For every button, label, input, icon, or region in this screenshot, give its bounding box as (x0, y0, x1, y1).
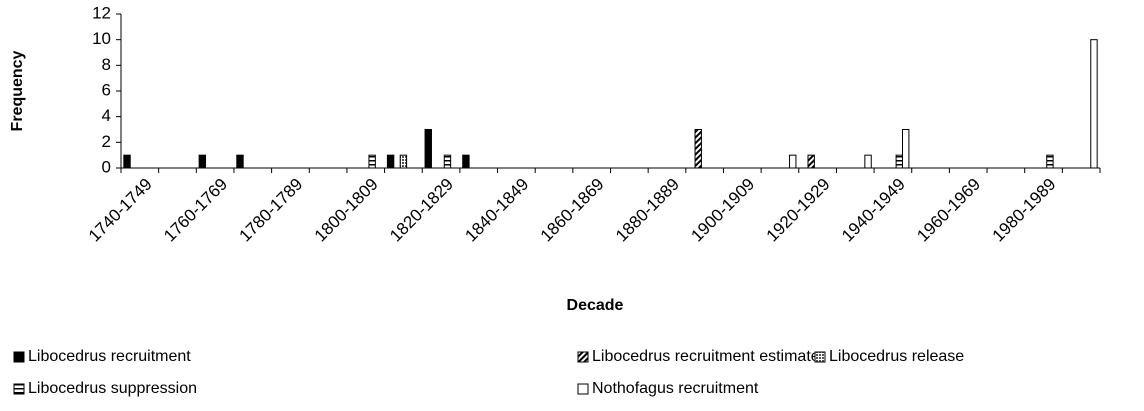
x-tick-label: 1780-1789 (236, 175, 307, 246)
legend-label: Libocedrus recruitment (28, 348, 191, 365)
y-axis-title: Frequency (9, 50, 26, 131)
x-tick-label: 1760-1769 (160, 175, 231, 246)
bar (236, 154, 244, 169)
bar (198, 154, 207, 169)
bar (386, 154, 395, 169)
x-tick-label: 1820-1829 (386, 175, 457, 246)
x-tick-label: 1920-1929 (763, 175, 834, 246)
x-axis-title: Decade (567, 297, 624, 314)
y-tick-label: 4 (102, 106, 111, 125)
bar (864, 154, 872, 169)
y-tick-label: 6 (102, 80, 111, 99)
legend-swatch (814, 351, 826, 363)
bar (462, 154, 470, 169)
y-tick-label: 0 (102, 157, 111, 176)
bar (895, 154, 904, 169)
y-tick-label: 12 (92, 3, 111, 22)
legend-swatch (13, 351, 25, 363)
legend-label: Nothofagus recruitment (592, 380, 759, 397)
x-tick-label: 1740-1749 (85, 175, 156, 246)
bar (694, 129, 702, 169)
legend-swatch (577, 383, 589, 395)
bar (1090, 39, 1098, 169)
bar (807, 154, 815, 169)
x-tick-label: 1800-1809 (311, 175, 382, 246)
y-tick-label: 10 (92, 29, 111, 48)
legend-swatch (13, 383, 25, 395)
bar (902, 129, 910, 169)
x-tick-label: 1900-1909 (687, 175, 758, 246)
bar (789, 154, 797, 169)
bar (1046, 154, 1054, 169)
bar (368, 154, 376, 169)
x-tick-label: 1860-1869 (537, 175, 608, 246)
x-tick-label: 1880-1889 (612, 175, 683, 246)
bar (424, 129, 432, 169)
legend-swatch (577, 351, 589, 363)
y-tick-label: 2 (102, 132, 111, 151)
legend-label: Libocedrus release (829, 348, 964, 365)
bar (443, 154, 452, 169)
bar (123, 154, 131, 169)
x-tick-label: 1960-1969 (913, 175, 984, 246)
x-tick-label: 1980-1989 (989, 175, 1060, 246)
legend-label: Libocedrus suppression (28, 380, 197, 397)
y-tick-label: 8 (102, 55, 111, 74)
legend-label: Libocedrus recruitment estimate (592, 348, 820, 365)
bar (399, 154, 408, 169)
x-tick-label: 1940-1949 (838, 175, 909, 246)
x-tick-label: 1840-1849 (461, 175, 532, 246)
